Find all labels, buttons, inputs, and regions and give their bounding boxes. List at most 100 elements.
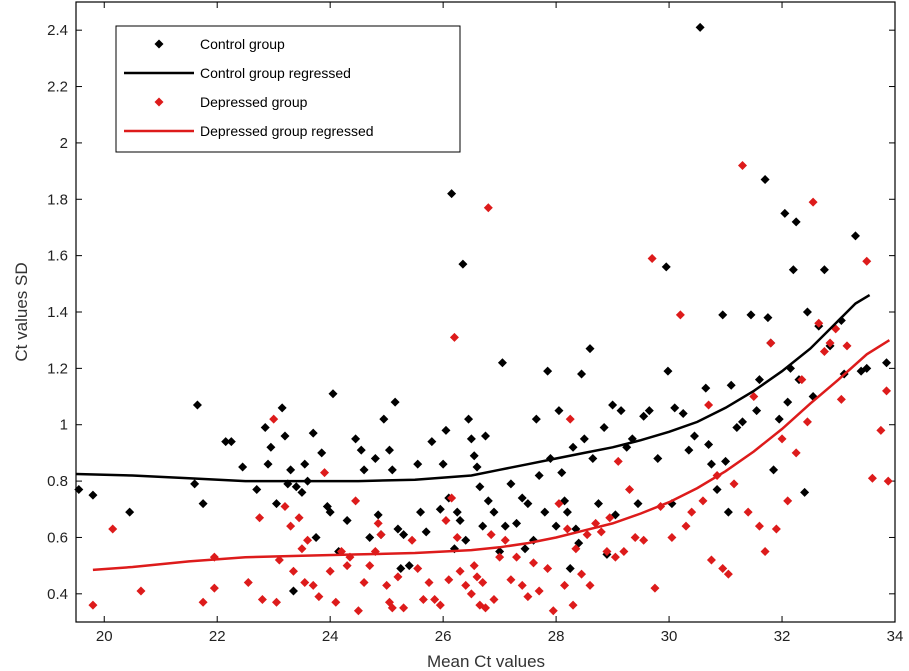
control-group-point: [226, 437, 236, 447]
control-group-point: [413, 459, 423, 469]
depressed-group-point: [783, 496, 793, 506]
depressed-group-point: [568, 600, 578, 610]
control-group-point: [568, 442, 578, 452]
depressed-group-point: [876, 425, 886, 435]
depressed-group-point: [469, 561, 479, 571]
control-group-regressed-line: [75, 294, 871, 483]
control-group-point: [588, 454, 598, 464]
depressed-group-point: [554, 499, 564, 509]
legend: Control group Control group regressed Depr…: [115, 25, 461, 153]
depressed-group-point: [517, 580, 527, 590]
x-axis: 20 22 24 26 28 30 32 34: [96, 2, 903, 645]
control-group-point: [328, 389, 338, 399]
depressed-group-point: [320, 468, 330, 478]
control-group-point: [754, 375, 764, 385]
control-group-point: [198, 499, 208, 509]
depressed-group-point: [534, 586, 544, 596]
control-group-point: [721, 456, 731, 466]
control-group-point: [399, 530, 409, 540]
control-group-point: [455, 516, 465, 526]
control-group-point: [579, 434, 589, 444]
depressed-group-point: [88, 600, 98, 610]
depressed-group-point: [625, 485, 635, 495]
control-group-point: [862, 363, 872, 373]
depressed-group-point: [376, 530, 386, 540]
control-group-point: [661, 262, 671, 272]
depressed-group-point: [862, 256, 872, 266]
depressed-group-point: [825, 338, 835, 348]
depressed-group-point: [819, 346, 829, 356]
depressed-group-point: [382, 580, 392, 590]
y-tick-label: 2: [60, 135, 68, 152]
depressed-group-point: [486, 530, 496, 540]
depressed-group-point: [478, 578, 488, 588]
depressed-group-point: [495, 552, 505, 562]
control-group-point: [585, 344, 595, 354]
series-layer: [74, 22, 893, 616]
control-group-point: [469, 451, 479, 461]
depressed-group-point: [308, 580, 318, 590]
control-group-point: [495, 547, 505, 557]
control-group-point: [427, 437, 437, 447]
depressed-group-point: [413, 563, 423, 573]
control-group-point: [774, 414, 784, 424]
legend-label: Control group: [200, 36, 285, 52]
depressed-group-point: [399, 603, 409, 613]
depressed-group-point: [288, 566, 298, 576]
depressed-group-point: [639, 535, 649, 545]
control-group-point: [543, 366, 553, 376]
control-group-point: [458, 259, 468, 269]
depressed-group-point: [754, 521, 764, 531]
control-group-point: [481, 431, 490, 441]
depressed-group-point: [512, 552, 522, 562]
control-group-point: [788, 265, 798, 275]
control-group-point: [466, 434, 476, 444]
depressed-group-point: [613, 456, 623, 466]
depressed-group-point: [667, 532, 677, 542]
control-group-point: [565, 563, 575, 573]
control-group-point: [379, 414, 389, 424]
depressed-group-point: [274, 555, 284, 565]
control-group-point: [712, 485, 722, 495]
control-group-point: [551, 521, 561, 531]
control-group-point: [554, 406, 564, 416]
legend-label: Depressed group regressed: [200, 123, 374, 139]
depressed-group-point: [808, 197, 818, 207]
control-group-point: [760, 175, 770, 185]
depressed-group-point: [353, 606, 363, 616]
depressed-group-point: [647, 253, 657, 263]
depressed-group-point: [272, 597, 282, 607]
control-group-point: [701, 383, 711, 393]
depressed-group-point: [749, 392, 759, 402]
legend-label: Control group regressed: [200, 65, 351, 81]
depressed-group-point: [723, 569, 733, 579]
control-group-point: [882, 358, 892, 368]
control-group-point: [387, 465, 397, 475]
depressed-group-point: [255, 513, 265, 523]
control-group-point: [800, 487, 810, 497]
control-group-point: [447, 189, 457, 199]
depressed-group-point: [136, 586, 146, 596]
depressed-group-point: [543, 563, 553, 573]
control-group-point: [718, 310, 728, 320]
control-group-point: [396, 563, 406, 573]
y-tick-label: 0.6: [47, 529, 68, 546]
control-group-point: [291, 482, 301, 492]
depressed-group-point: [766, 338, 776, 348]
control-group-point: [384, 445, 394, 455]
control-group-point: [678, 408, 688, 418]
control-group-point: [783, 397, 793, 407]
depressed-group-point: [280, 501, 290, 511]
control-group-point: [540, 507, 550, 517]
depressed-group-point: [430, 594, 440, 604]
depressed-group-point: [449, 332, 459, 342]
control-group-point: [308, 428, 318, 438]
control-group-point: [653, 454, 663, 464]
depressed-group-point: [842, 341, 852, 351]
control-group-point: [88, 490, 98, 500]
depressed-group-point: [435, 600, 445, 610]
control-group-point: [280, 431, 290, 441]
x-tick-label: 26: [435, 628, 452, 645]
depressed-group-point: [630, 532, 640, 542]
depressed-group-point: [791, 448, 801, 458]
